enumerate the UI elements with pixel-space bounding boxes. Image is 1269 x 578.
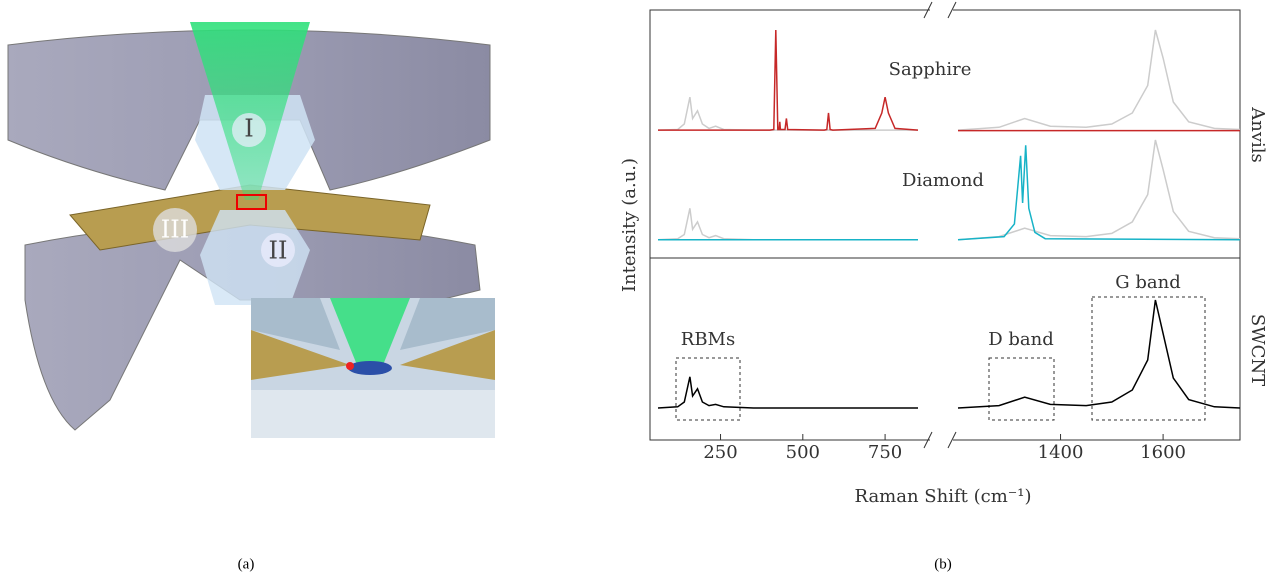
x-tick-label: 250 [703, 442, 737, 463]
row-label: Sapphire [889, 59, 972, 80]
gasket-label: III [161, 216, 189, 244]
annotation-box [988, 357, 1055, 421]
spectrum [657, 208, 918, 241]
caption: (a) [238, 556, 255, 572]
anvil-label: I [244, 115, 253, 143]
spectrum [957, 145, 1241, 241]
x-tick-label: 500 [786, 442, 820, 463]
annotation: G band [1115, 272, 1180, 293]
x-tick-label: 1600 [1140, 442, 1186, 463]
caption: (b) [934, 556, 952, 572]
group-label: SWCNT [1247, 314, 1268, 386]
spectrum [657, 96, 918, 131]
row-label: Diamond [902, 170, 984, 191]
anvil-label: II [269, 237, 288, 265]
annotation: RBMs [681, 329, 735, 350]
x-tick-label: 1400 [1038, 442, 1084, 463]
plot-frame [649, 1, 1241, 449]
x-axis-label: Raman Shift (cm⁻¹) [854, 486, 1031, 507]
dac-illustration [7, 22, 495, 438]
annotation-box [1091, 296, 1206, 421]
spectrum [658, 29, 919, 131]
spectrum [657, 376, 918, 409]
x-tick-label: 750 [868, 442, 902, 463]
spectrum [957, 299, 1241, 409]
spectrum [957, 139, 1241, 241]
spectrum [957, 29, 1241, 131]
annotation: D band [988, 329, 1054, 350]
annotation-box [675, 357, 741, 421]
group-label: Anvils [1247, 106, 1268, 163]
y-axis-label: Intensity (a.u.) [619, 158, 640, 292]
